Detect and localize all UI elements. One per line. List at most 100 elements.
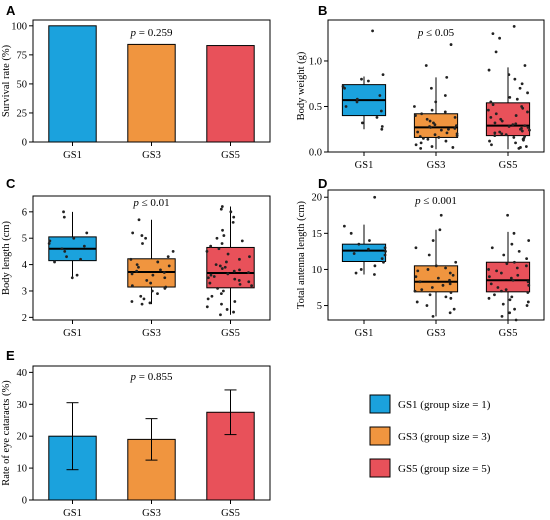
data-point [428, 293, 432, 297]
x-tick-label: GS1 [63, 328, 82, 339]
data-point [85, 231, 89, 235]
data-point [341, 85, 345, 88]
data-point [159, 268, 162, 272]
data-point [507, 73, 511, 77]
x-tick-label: GS5 [221, 508, 240, 519]
data-point [493, 293, 496, 297]
data-point [507, 125, 511, 128]
data-point [166, 255, 170, 259]
x-tick-label: GS5 [221, 150, 240, 161]
data-point [491, 32, 495, 36]
y-tick-label: 0.0 [309, 148, 322, 159]
data-point [349, 231, 353, 235]
y-tick-label: 5 [317, 301, 322, 312]
data-point [141, 242, 144, 245]
legend-swatch [369, 426, 391, 446]
data-point [493, 134, 497, 138]
data-point [514, 122, 518, 126]
data-point [162, 271, 166, 274]
p-value-annotation: p ≤ 0.001 [414, 195, 457, 207]
data-point [486, 108, 490, 112]
data-point [219, 207, 223, 211]
y-axis-label: Survival rate (%) [1, 44, 12, 117]
data-point [226, 272, 230, 276]
data-point [163, 286, 167, 290]
data-point [142, 297, 146, 301]
legend-swatch [369, 458, 391, 478]
legend-item-gs3: GS3 (group size = 3) [369, 426, 491, 446]
data-point [218, 264, 222, 268]
data-point [357, 242, 361, 246]
data-point [496, 286, 500, 289]
x-tick-label: GS1 [355, 328, 374, 339]
data-point [220, 302, 223, 306]
y-axis-label: Rate of eye cataracts (%) [1, 380, 12, 486]
data-point [140, 234, 144, 237]
y-tick-label: 20 [17, 432, 28, 443]
data-point [488, 139, 491, 143]
data-point [491, 103, 495, 107]
data-point [505, 262, 509, 266]
x-tick-label: GS5 [499, 328, 518, 339]
data-point [60, 247, 64, 251]
data-point [217, 247, 221, 251]
data-point [504, 288, 508, 292]
data-point [524, 264, 528, 268]
y-tick-label: 25 [17, 108, 28, 119]
data-point [489, 282, 493, 286]
y-tick-label: 3 [22, 286, 27, 297]
data-point [448, 311, 452, 315]
y-tick-label: 40 [17, 368, 28, 379]
data-point [414, 246, 418, 250]
data-point [487, 296, 491, 300]
data-point [500, 314, 504, 318]
data-point [208, 281, 212, 285]
data-point [233, 277, 237, 281]
data-point [436, 276, 440, 280]
data-point [210, 294, 214, 298]
x-tick-label: GS5 [221, 328, 240, 339]
data-point [381, 73, 385, 77]
data-point [439, 213, 443, 217]
data-point [206, 276, 210, 280]
data-point [428, 119, 432, 123]
data-point [489, 100, 493, 104]
data-point [145, 279, 149, 282]
data-point [445, 131, 449, 135]
data-point [526, 91, 529, 95]
data-point [135, 269, 139, 273]
data-point [502, 253, 506, 257]
data-point [360, 77, 363, 81]
data-point [70, 276, 74, 280]
bar-gs1 [48, 25, 97, 143]
data-point [490, 246, 494, 250]
x-tick-label: GS1 [63, 150, 82, 161]
data-point [498, 130, 502, 134]
p-symbol: p [132, 197, 139, 209]
data-point [130, 272, 134, 276]
data-point [237, 279, 241, 282]
data-point [129, 257, 133, 261]
data-point [378, 94, 382, 97]
x-tick-label: GS3 [427, 328, 446, 339]
data-point [521, 106, 525, 110]
data-point [510, 295, 514, 299]
data-point [494, 50, 498, 54]
data-point [250, 284, 253, 288]
data-point [79, 257, 82, 261]
p-value-text: = 0.259 [136, 27, 173, 39]
legend-label: GS3 (group size = 3) [398, 431, 491, 443]
data-point [130, 300, 134, 303]
data-point [130, 284, 134, 288]
data-point [373, 195, 377, 199]
p-value-annotation: p = 0.855 [130, 371, 173, 383]
data-point [454, 260, 458, 264]
data-point [219, 292, 223, 296]
data-point [150, 289, 154, 293]
bar-gs3 [127, 43, 176, 143]
data-point [139, 294, 143, 298]
y-tick-label: 2 [22, 313, 27, 324]
data-point [229, 210, 233, 214]
data-point [232, 269, 236, 273]
